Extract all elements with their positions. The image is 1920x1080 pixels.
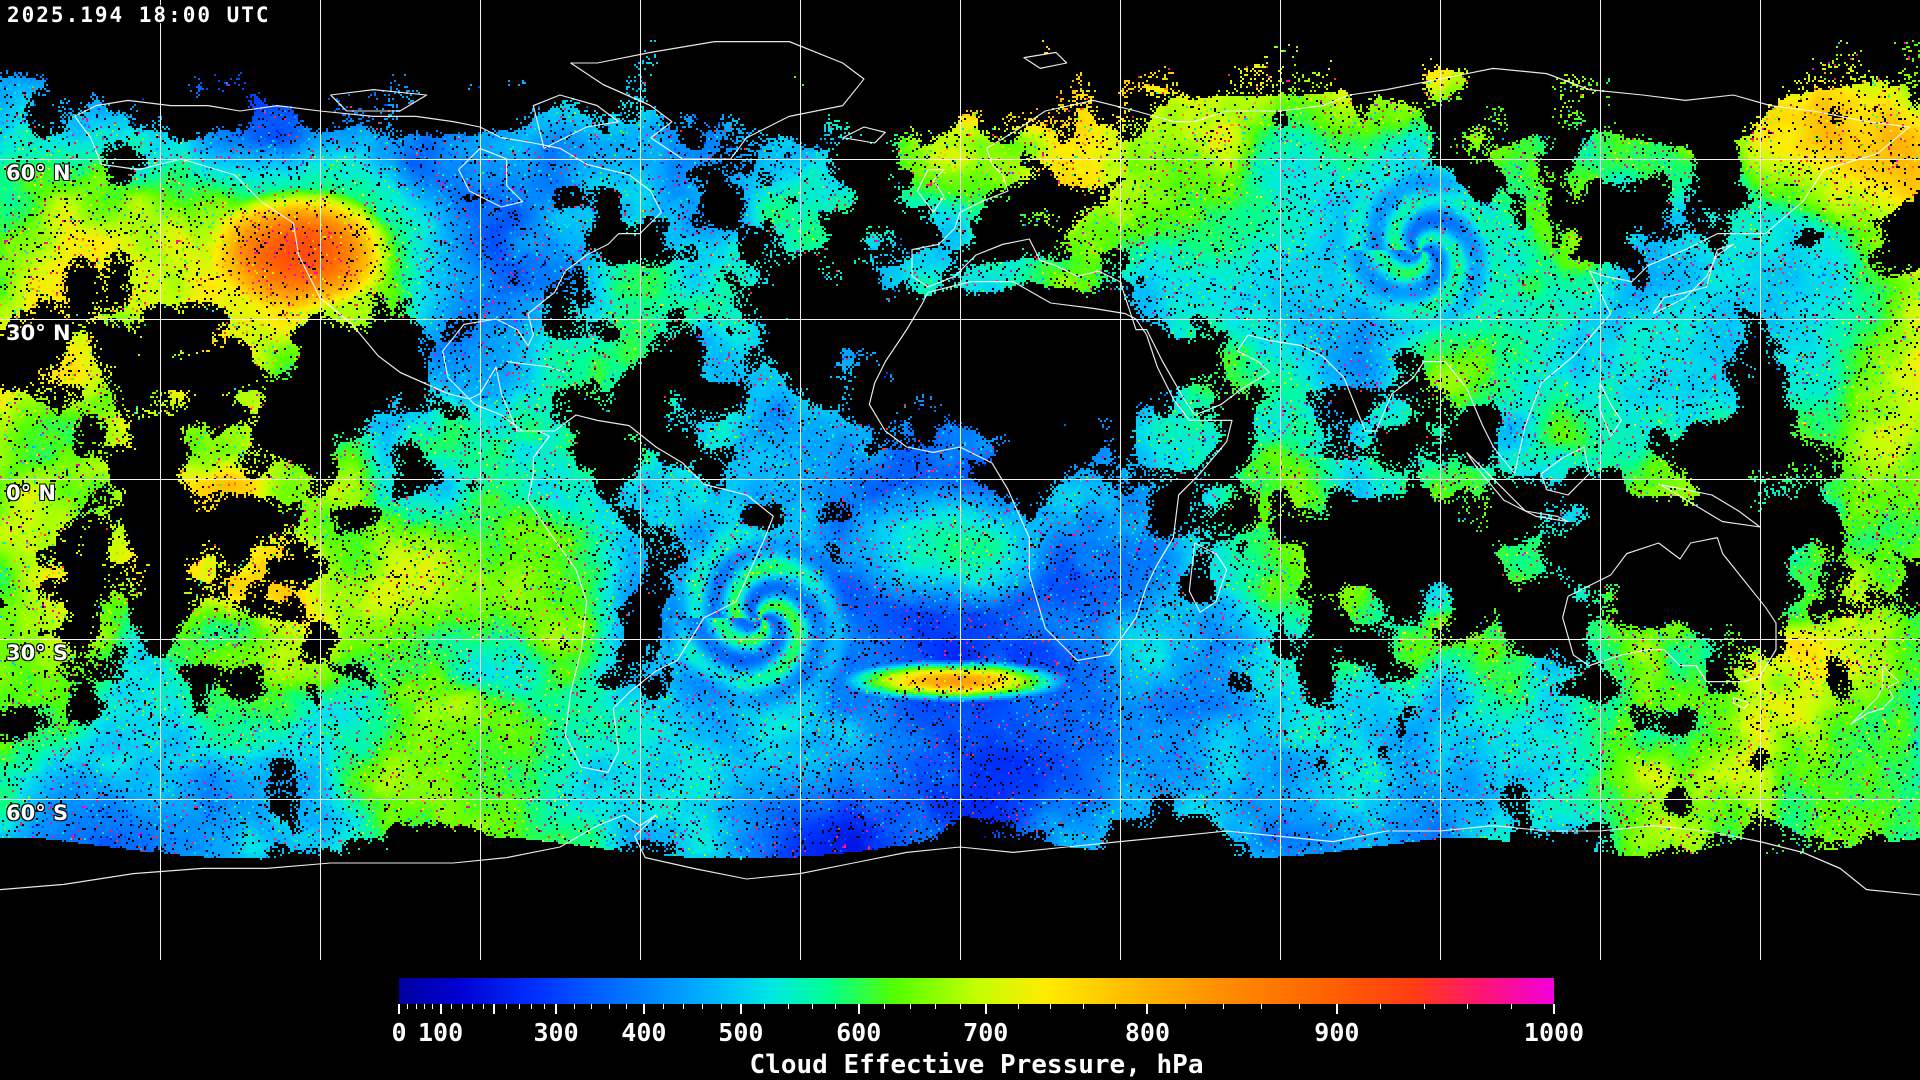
colorbar-tick-100: 100 bbox=[418, 1018, 464, 1047]
colorbar-tick-400: 400 bbox=[621, 1018, 667, 1047]
timestamp-label: 2025.194 18:00 UTC bbox=[7, 3, 271, 27]
colorbar-tick-700: 700 bbox=[963, 1018, 1009, 1047]
lat-label-60s: 60° S bbox=[6, 801, 69, 825]
colorbar-tick-1000: 1000 bbox=[1523, 1018, 1585, 1047]
lat-label-0: 0° N bbox=[6, 481, 56, 505]
colorbar-tick-600: 600 bbox=[836, 1018, 882, 1047]
colorbar-tick-0: 0 bbox=[391, 1018, 407, 1047]
colorbar-title: Cloud Effective Pressure, hPa bbox=[749, 1050, 1204, 1080]
colorbar-tick-300: 300 bbox=[533, 1018, 579, 1047]
lat-label-30n: 30° N bbox=[6, 321, 71, 345]
lat-label-60n: 60° N bbox=[6, 161, 71, 185]
colorbar-tick-900: 900 bbox=[1314, 1018, 1360, 1047]
lat-label-30s: 30° S bbox=[6, 641, 69, 665]
colorbar-tick-800: 800 bbox=[1124, 1018, 1171, 1047]
colorbar-tick-500: 500 bbox=[718, 1018, 764, 1047]
